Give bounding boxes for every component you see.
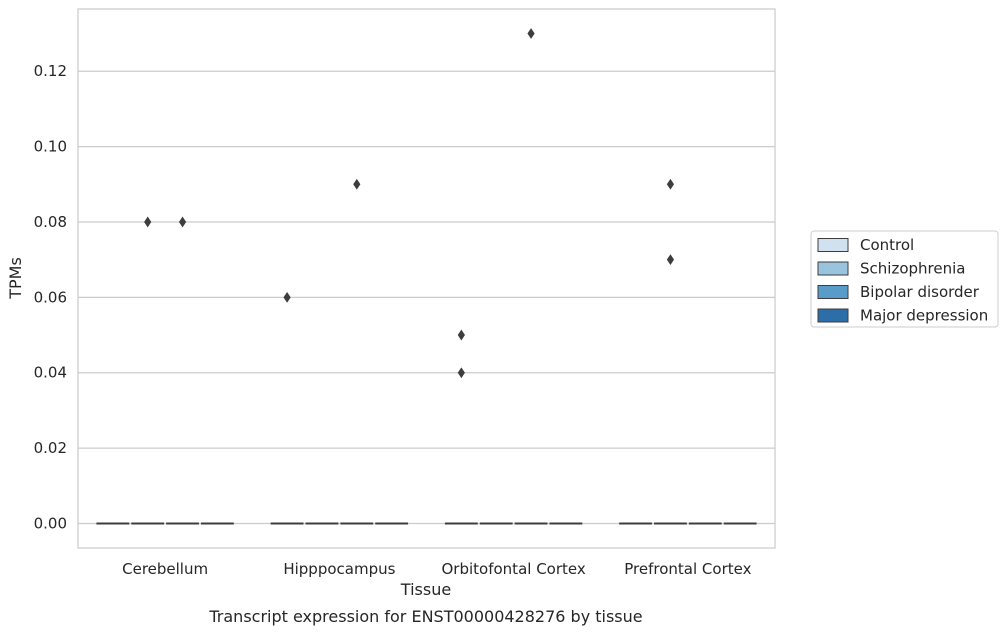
y-tick-label: 0.12 (34, 62, 67, 80)
outlier-point (527, 28, 535, 39)
x-tick-label: Hipppocampus (283, 560, 395, 578)
x-tick-label: Cerebellum (122, 560, 208, 578)
y-tick-label: 0.08 (34, 213, 67, 231)
y-tick-label: 0.06 (34, 288, 67, 306)
y-tick-label: 0.02 (34, 439, 67, 457)
x-tick-label: Orbitofontal Cortex (442, 560, 586, 578)
x-axis: Cerebellum Hipppocampus Orbitofontal Corte… (122, 560, 751, 578)
outlier-point (457, 329, 465, 341)
legend-frame (810, 230, 999, 328)
outlier-point (283, 291, 291, 303)
legend-label: Control (860, 236, 914, 254)
outlier-point (666, 254, 675, 266)
legend-swatch (817, 285, 849, 299)
legend-label: Schizophrenia (860, 260, 965, 278)
legend-swatch (817, 261, 849, 276)
outlier-point (666, 178, 675, 190)
outlier-point (353, 178, 361, 190)
plot-area (77, 8, 776, 549)
y-tick-label: 0.10 (34, 138, 67, 156)
y-tick-label: 0.00 (34, 515, 67, 533)
y-axis-title: TPMs (6, 257, 25, 300)
x-axis-title: Tissue (400, 580, 451, 599)
grid-lines (78, 70, 775, 525)
y-tick-label: 0.04 (34, 364, 67, 382)
outlier-point (178, 216, 187, 228)
outlier-point (457, 367, 465, 379)
legend-label: Bipolar disorder (860, 283, 980, 301)
chart-caption: Transcript expression for ENST0000042827… (208, 607, 642, 626)
outliers (144, 28, 675, 379)
outlier-point (144, 216, 152, 228)
legend: Control Schizophrenia Bipolar disorder Majo… (810, 230, 999, 328)
legend-label: Major depression (860, 307, 988, 325)
legend-swatch (817, 308, 849, 323)
legend-swatch (817, 238, 849, 252)
x-tick-label: Prefrontal Cortex (624, 560, 751, 578)
y-axis: 0.00 0.02 0.04 0.06 0.08 0.10 0.12 (34, 62, 67, 532)
